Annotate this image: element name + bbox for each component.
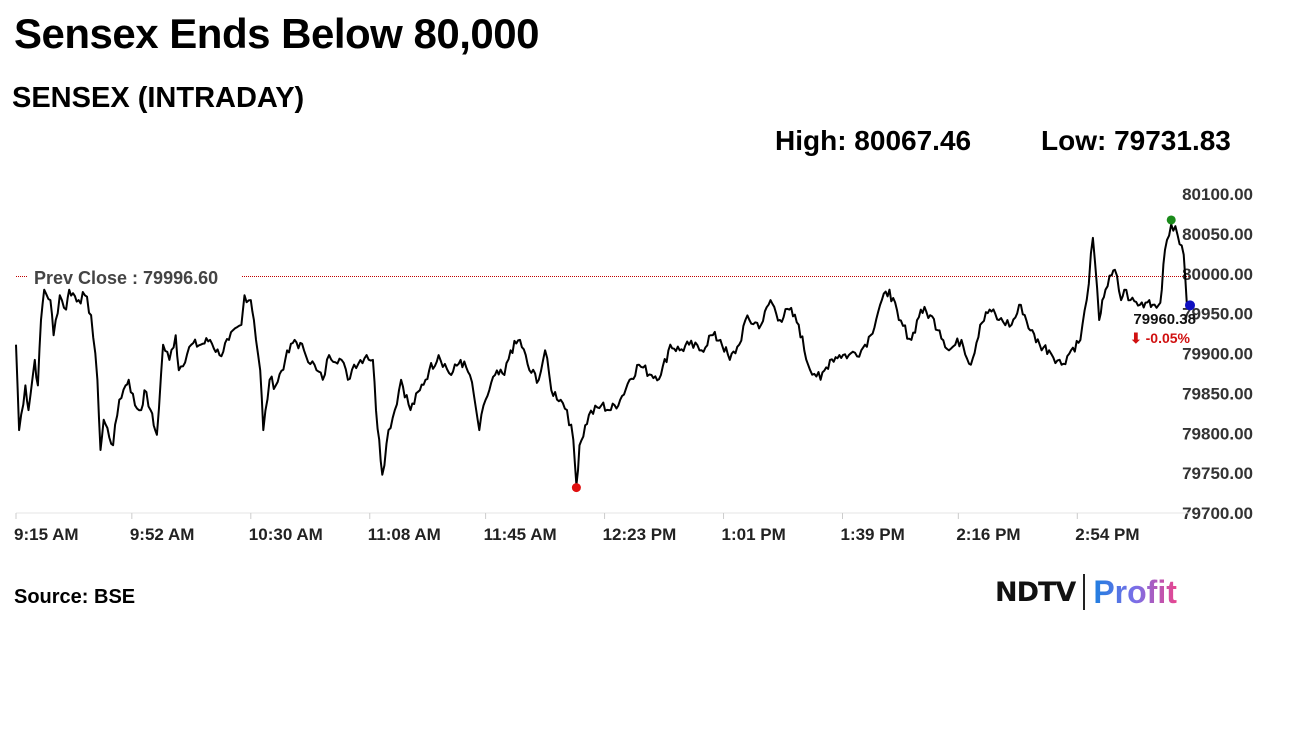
low-point-marker	[571, 483, 581, 493]
y-tick-label: 79750.00	[1182, 464, 1253, 483]
x-tick-label: 2:54 PM	[1075, 525, 1139, 544]
y-tick-label: 79900.00	[1182, 345, 1253, 364]
high-point-marker	[1166, 215, 1176, 225]
page-title: Sensex Ends Below 80,000	[14, 10, 539, 57]
x-tick-label: 10:30 AM	[249, 525, 323, 544]
x-tick-label: 9:15 AM	[14, 525, 79, 544]
x-tick-label: 11:45 AM	[484, 525, 557, 544]
x-tick-label: 1:01 PM	[722, 525, 786, 544]
source-label: Source: BSE	[14, 586, 136, 608]
ndtv-profit-logo: NDTV Profit	[995, 572, 1177, 612]
logo-divider	[1083, 574, 1086, 610]
y-tick-label: 80000.00	[1182, 265, 1253, 284]
logo-profit: Profit	[1093, 573, 1177, 610]
x-tick-label: 11:08 AM	[368, 525, 441, 544]
change-percent-label: ⬇ -0.05%	[1130, 330, 1191, 346]
last-point-marker	[1185, 300, 1195, 311]
x-tick-label: 2:16 PM	[956, 525, 1020, 544]
x-tick-label: 12:23 PM	[603, 525, 677, 544]
chart-subtitle: SENSEX (INTRADAY)	[12, 82, 305, 114]
y-tick-label: 80100.00	[1182, 185, 1253, 204]
y-tick-label: 79800.00	[1182, 424, 1253, 443]
sensex-series-line	[15, 223, 1191, 487]
y-tick-label: 80050.00	[1182, 225, 1253, 244]
last-value-label: 79960.38	[1133, 311, 1196, 328]
logo-ndtv: NDTV	[995, 576, 1076, 608]
y-tick-label: 79950.00	[1182, 305, 1253, 324]
low-label: Low: 79731.83	[1041, 125, 1231, 156]
prev-close-label: Prev Close : 79996.60	[34, 268, 218, 288]
x-tick-label: 9:52 AM	[130, 525, 195, 544]
x-tick-label: 1:39 PM	[840, 525, 904, 544]
y-tick-label: 79850.00	[1182, 384, 1253, 403]
high-label: High: 80067.46	[775, 125, 972, 156]
prev-close-label-bg	[28, 266, 242, 288]
y-tick-label: 79700.00	[1182, 504, 1253, 523]
